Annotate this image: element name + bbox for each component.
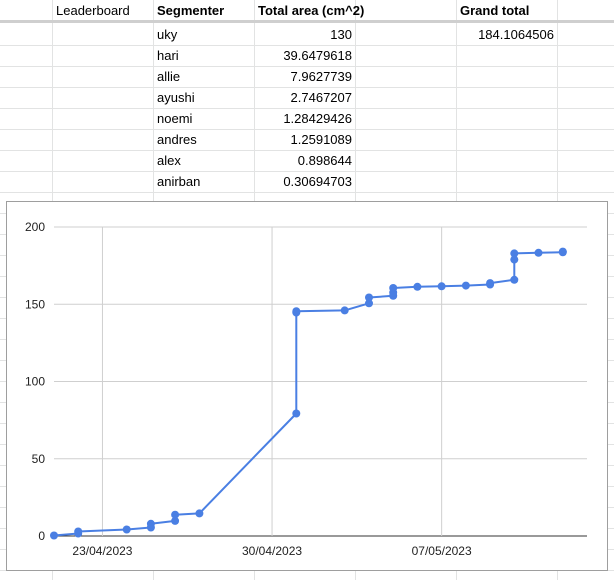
table-row: ayushi 2.7467207	[0, 87, 614, 109]
data-point	[389, 284, 398, 292]
data-point	[292, 307, 301, 316]
segmenter-name-cell[interactable]: uky	[157, 27, 178, 42]
table-row: uky 130 184.1064506	[0, 24, 614, 46]
data-point	[510, 249, 519, 258]
segmenter-name-cell[interactable]: hari	[157, 48, 179, 63]
series-line	[53, 251, 564, 537]
data-point	[510, 275, 519, 284]
data-point	[122, 525, 131, 534]
y-tick-label: 200	[25, 220, 45, 234]
segmenter-name-cell[interactable]: andres	[157, 132, 197, 147]
table-row: alex 0.898644	[0, 150, 614, 172]
y-tick-label: 50	[32, 452, 46, 466]
table-row: hari 39.6479618	[0, 45, 614, 67]
x-tick-label: 30/04/2023	[242, 544, 302, 558]
grand-total-header-cell[interactable]: Grand total	[460, 3, 530, 18]
data-point	[365, 299, 373, 308]
data-point	[413, 282, 422, 291]
table-row: noemi 1.28429426	[0, 108, 614, 130]
data-point	[340, 306, 349, 315]
line-chart[interactable]: 0 50 100 150 200 23/04/2023 30/04/2023 07/05/20…	[6, 201, 608, 571]
total-area-cell[interactable]: 1.28429426	[283, 111, 352, 126]
data-point	[292, 409, 301, 418]
segmenter-name-cell[interactable]: anirban	[157, 174, 201, 189]
total-area-cell[interactable]: 7.9627739	[290, 69, 352, 84]
segmenter-header-cell[interactable]: Segmenter	[157, 3, 225, 18]
table-row: andres 1.2591089	[0, 129, 614, 151]
total-area-cell[interactable]: 39.6479618	[283, 48, 352, 63]
data-point	[461, 281, 470, 290]
table-row: anirban 0.30694703	[0, 171, 614, 193]
total-area-cell[interactable]: 0.898644	[297, 153, 352, 168]
x-tick-label: 23/04/2023	[72, 544, 132, 558]
total-area-header-cell[interactable]: Total area (cm^2)	[258, 3, 365, 18]
segmenter-name-cell[interactable]: ayushi	[157, 90, 195, 105]
table-row: allie 7.9627739	[0, 66, 614, 88]
segmenter-name-cell[interactable]: allie	[157, 69, 181, 84]
y-tick-label: 100	[25, 375, 45, 389]
data-point	[365, 293, 373, 302]
data-point	[486, 279, 495, 288]
header-row: Leaderboard Segmenter Total area (cm^2) …	[0, 0, 614, 23]
total-area-cell[interactable]: 0.30694703	[283, 174, 352, 189]
total-area-cell[interactable]: 130	[330, 27, 352, 42]
data-point	[195, 509, 204, 518]
grand-total-cell[interactable]: 184.1064506	[478, 27, 554, 42]
y-tick-label: 150	[25, 297, 45, 311]
data-point	[437, 282, 446, 291]
data-point	[510, 255, 519, 264]
chart-svg: 0 50 100 150 200 23/04/2023 30/04/2023 07/05/20…	[25, 220, 587, 558]
segmenter-name-cell[interactable]: noemi	[157, 111, 193, 126]
y-tick-label: 0	[38, 529, 45, 543]
data-point	[171, 510, 180, 519]
data-point	[74, 527, 83, 536]
data-point	[534, 248, 543, 257]
data-point	[146, 519, 155, 528]
x-tick-label: 07/05/2023	[412, 544, 472, 558]
leaderboard-title-cell[interactable]: Leaderboard	[56, 3, 130, 18]
data-point	[50, 531, 58, 540]
total-area-cell[interactable]: 1.2591089	[290, 132, 352, 147]
total-area-cell[interactable]: 2.7467207	[290, 90, 352, 105]
data-point	[171, 516, 180, 525]
data-point	[558, 247, 567, 256]
segmenter-name-cell[interactable]: alex	[157, 153, 181, 168]
